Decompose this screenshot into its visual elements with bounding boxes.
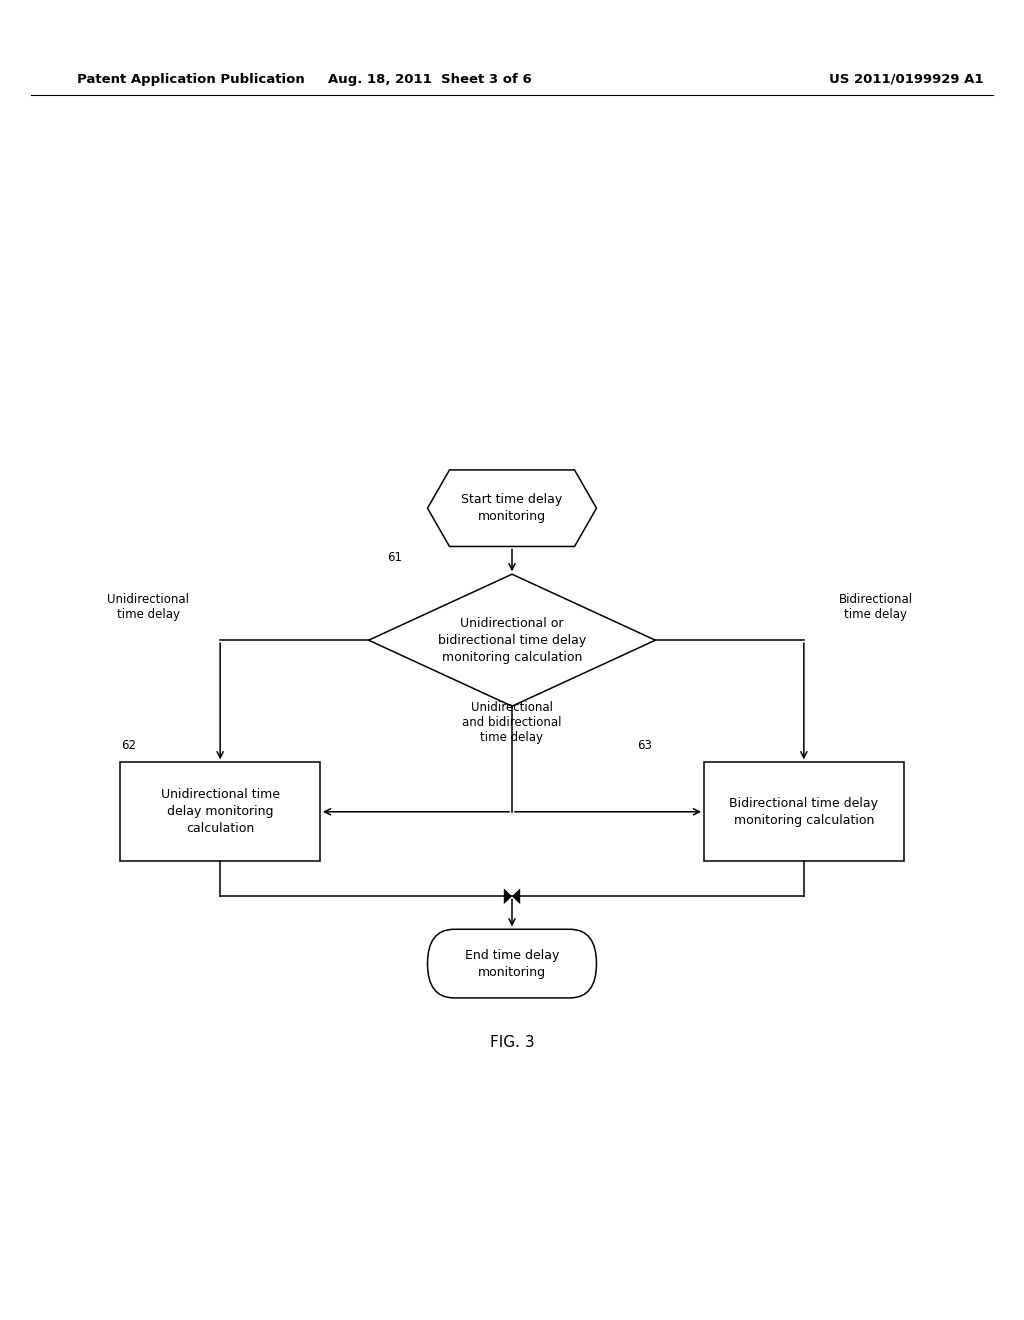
FancyBboxPatch shape [428,929,596,998]
Text: Bidirectional
time delay: Bidirectional time delay [839,593,912,622]
Text: US 2011/0199929 A1: US 2011/0199929 A1 [829,73,983,86]
Text: Patent Application Publication: Patent Application Publication [77,73,304,86]
Text: 61: 61 [387,550,402,564]
Polygon shape [428,470,596,546]
Text: Unidirectional
time delay: Unidirectional time delay [108,593,189,622]
Text: Start time delay
monitoring: Start time delay monitoring [462,494,562,523]
Polygon shape [512,888,520,904]
Text: 62: 62 [121,739,136,752]
Text: 63: 63 [637,739,652,752]
Text: Unidirectional or
bidirectional time delay
monitoring calculation: Unidirectional or bidirectional time del… [438,616,586,664]
Text: Unidirectional
and bidirectional
time delay: Unidirectional and bidirectional time de… [462,701,562,743]
FancyBboxPatch shape [705,762,904,861]
Text: Bidirectional time delay
monitoring calculation: Bidirectional time delay monitoring calc… [729,797,879,826]
Text: Unidirectional time
delay monitoring
calculation: Unidirectional time delay monitoring cal… [161,788,280,836]
Text: End time delay
monitoring: End time delay monitoring [465,949,559,978]
Text: FIG. 3: FIG. 3 [489,1035,535,1051]
Text: Aug. 18, 2011  Sheet 3 of 6: Aug. 18, 2011 Sheet 3 of 6 [329,73,531,86]
Polygon shape [504,888,512,904]
Polygon shape [369,574,655,706]
FancyBboxPatch shape [121,762,319,861]
